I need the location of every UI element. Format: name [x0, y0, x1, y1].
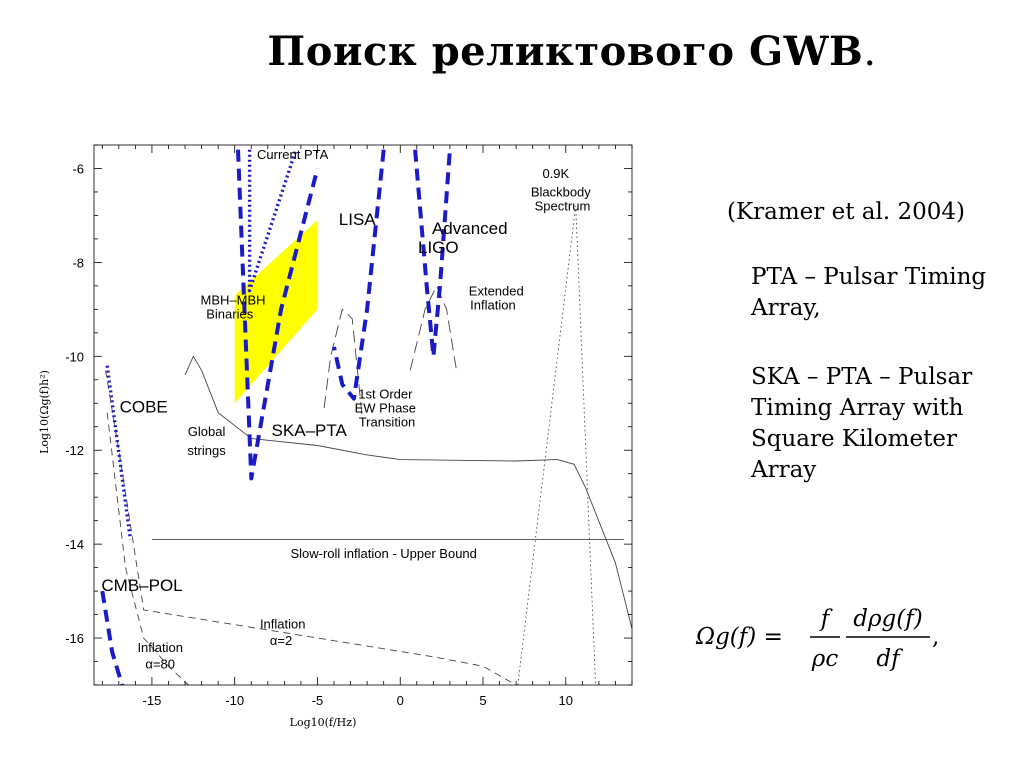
x-tick-label: -15 — [143, 693, 162, 708]
citation: (Kramer et al. 2004) — [727, 199, 965, 225]
curve-1st-order-ew-phase-transition — [323, 308, 363, 418]
chart-annotation: strings — [187, 443, 226, 458]
y-tick-label: -10 — [65, 349, 84, 364]
region-mbh-mbh-binaries — [234, 220, 318, 404]
chart-annotation: Binaries — [206, 307, 253, 322]
y-axis-label: Log10(Ωg(f)h²) — [38, 370, 51, 454]
x-tick-label: -5 — [312, 693, 324, 708]
chart-annotation: Inflation — [470, 297, 516, 312]
x-tick-label: 5 — [479, 693, 486, 708]
chart-annotation: Extended — [469, 283, 524, 298]
formula-lhs: Ωg(f) = — [695, 624, 783, 650]
curve-0-9k-blackbody-spectrum — [517, 205, 597, 685]
x-tick-label: -10 — [225, 693, 244, 708]
slide-title-dot: . — [863, 29, 877, 75]
y-tick-label: -12 — [65, 443, 84, 458]
y-tick-label: -6 — [72, 161, 84, 176]
formula-numerator-2: dρg(f) — [853, 606, 922, 632]
curve-extended-inflation — [409, 284, 457, 371]
chart-annotation: Blackbody — [531, 185, 591, 200]
plot-area — [100, 149, 632, 685]
sensitivity-cobe — [105, 365, 133, 540]
chart-annotation: α=2 — [270, 633, 292, 648]
chart-annotation: LISA — [339, 210, 377, 229]
chart-annotation: Transition — [359, 415, 416, 430]
x-tick-label: 0 — [397, 693, 404, 708]
chart-annotation: COBE — [120, 398, 168, 417]
chart-annotation: EW Phase — [355, 401, 416, 416]
chart-annotation: Inflation — [260, 617, 306, 632]
formula-denominator-1: ρc — [811, 646, 839, 672]
chart-annotation: CMB–POL — [101, 576, 182, 595]
chart-annotation: LIGO — [418, 238, 459, 257]
curve-inflation-80 — [106, 412, 189, 685]
pta-definition: PTA – Pulsar Timing Array, — [751, 264, 987, 321]
sensitivity-advanced-ligo — [413, 149, 452, 359]
chart-annotation: Inflation — [137, 640, 183, 655]
formula-denominator-2: df — [876, 646, 903, 672]
chart-annotation: Current PTA — [257, 147, 329, 162]
formula-tail: , — [932, 624, 939, 650]
slide-title: Поиск реликтового GWB. — [0, 28, 1024, 75]
sensitivity-ska-pta — [236, 149, 320, 481]
slide-title-text: Поиск реликтового GWB — [267, 28, 864, 75]
y-tick-label: -8 — [72, 255, 84, 270]
chart-annotation: SKA–PTA — [272, 421, 348, 440]
x-tick-label: 10 — [559, 693, 573, 708]
sensitivity-current-pta — [247, 149, 298, 293]
chart-annotation: Global — [188, 424, 226, 439]
axis-ticks — [94, 144, 633, 686]
chart-annotation: Slow-roll inflation - Upper Bound — [290, 546, 476, 561]
plot-frame — [93, 144, 633, 686]
curve-inflation-2 — [105, 370, 517, 685]
chart-annotation: 0.9K — [542, 166, 569, 181]
formula-numerator-1: f — [819, 606, 833, 632]
chart-annotation: α=80 — [145, 657, 175, 672]
x-axis-label: Log10(f/Hz) — [290, 716, 357, 729]
y-tick-label: -16 — [65, 631, 84, 646]
sensitivity-lisa — [332, 149, 386, 401]
chart-annotation: Advanced — [432, 219, 508, 238]
y-tick-label: -14 — [65, 537, 84, 552]
sensitivity-cmb-pol — [100, 590, 125, 685]
curve-global-strings — [184, 355, 632, 629]
chart-annotation: 1st Order — [358, 387, 413, 402]
omega-formula: Ωg(f) = f ρc dρg(f) df , — [695, 606, 939, 672]
ska-pta-definition: SKA – PTA – Pulsar Timing Array with Squ… — [751, 364, 973, 483]
chart-annotation: Spectrum — [535, 199, 591, 214]
chart-annotation: MBH–MBH — [201, 293, 266, 308]
